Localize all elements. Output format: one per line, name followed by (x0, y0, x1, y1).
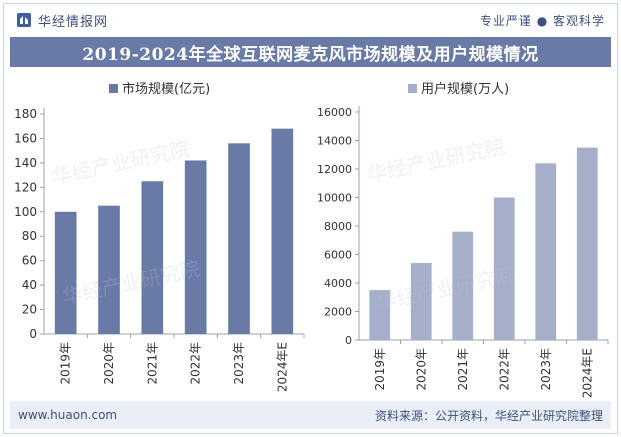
bar (493, 197, 515, 340)
y-tick-label: 8000 (324, 220, 352, 233)
bar (452, 231, 474, 340)
charts-canvas: 市场规模(亿元) 0 20 40 60 80 100 120 140 160 180 2019年 202… (14, 81, 609, 398)
brand-logo-icon (17, 13, 31, 27)
brand-name: 华经情报网 (38, 14, 109, 30)
watermark-text: 华经产业研究院 (50, 136, 192, 189)
x-tick-label: 2023年 (539, 348, 553, 391)
legend-swatch (408, 84, 417, 93)
watermark-text: 华经产业研究院 (60, 256, 202, 309)
x-tick-label: 2022年 (497, 348, 511, 391)
top-bar: 华经情报网 专业严谨 ● 客观科学 (4, 4, 617, 34)
bar (271, 128, 294, 334)
bar (184, 160, 207, 334)
source-note: 资料来源：公开资料，华经产业研究院整理 (374, 408, 603, 423)
bar (369, 290, 391, 340)
y-tick-label: 0 (345, 334, 352, 347)
bar (98, 205, 120, 334)
y-tick-label: 16000 (317, 106, 352, 119)
x-tick-label: 2022年 (189, 342, 203, 385)
x-tick-label: 2024年E (580, 348, 594, 398)
legend-label: 用户规模(万人) (421, 81, 509, 97)
y-tick-label: 40 (22, 278, 37, 292)
x-tick-label: 2020年 (102, 342, 116, 385)
bar (576, 147, 598, 340)
user-size-chart: 用户规模(万人) 0 2000 4000 6000 8000 10000 12000 14000… (317, 81, 609, 398)
brand-tagline: 专业严谨 ● 客观科学 (479, 14, 605, 28)
footer-bar: www.huaon.com 资料来源：公开资料，华经产业研究院整理 (10, 401, 611, 429)
y-tick-label: 100 (14, 205, 37, 219)
y-tick-label: 80 (22, 229, 37, 243)
legend-swatch (109, 84, 118, 93)
y-tick-label: 160 (14, 131, 37, 145)
y-tick-label: 60 (22, 254, 37, 268)
y-tick-label: 12000 (317, 163, 352, 176)
y-tick-label: 0 (29, 327, 37, 341)
y-tick-label: 20 (22, 303, 37, 317)
x-tick-label: 2023年 (232, 342, 246, 385)
chart-title: 2019-2024年全球互联网麦克风市场规模及用户规模情况 (82, 44, 539, 65)
site-url: www.huaon.com (18, 408, 118, 422)
x-tick-label: 2024年E (275, 342, 289, 392)
y-tick-label: 6000 (324, 249, 352, 262)
brand-logo: 华经情报网 (16, 11, 109, 30)
bar (228, 143, 250, 334)
x-tick-label: 2021年 (145, 342, 159, 385)
bar (410, 263, 432, 340)
y-tick-label: 120 (14, 180, 37, 194)
legend-label: 市场规模(亿元) (122, 81, 210, 97)
title-bar: 2019-2024年全球互联网麦克风市场规模及用户规模情况 (10, 37, 611, 67)
bar (54, 211, 77, 334)
y-tick-label: 10000 (317, 192, 352, 205)
market-size-chart: 市场规模(亿元) 0 20 40 60 80 100 120 140 160 180 2019年 202… (14, 81, 305, 392)
y-tick-label: 140 (14, 156, 37, 170)
y-tick-label: 14000 (317, 135, 352, 148)
bar (141, 181, 164, 334)
x-tick-label: 2020年 (414, 348, 428, 391)
y-tick-label: 180 (14, 107, 37, 121)
x-tick-label: 2021年 (456, 348, 470, 391)
x-tick-label: 2019年 (373, 348, 387, 391)
y-tick-label: 4000 (324, 277, 352, 290)
y-tick-label: 2000 (324, 306, 352, 319)
x-tick-label: 2019年 (59, 342, 73, 385)
figure-frame: 华经情报网 专业严谨 ● 客观科学 2019-2024年全球互联网麦克风市场规模… (3, 3, 618, 434)
watermark-text: 华经产业研究院 (365, 134, 507, 187)
bar (535, 163, 557, 340)
